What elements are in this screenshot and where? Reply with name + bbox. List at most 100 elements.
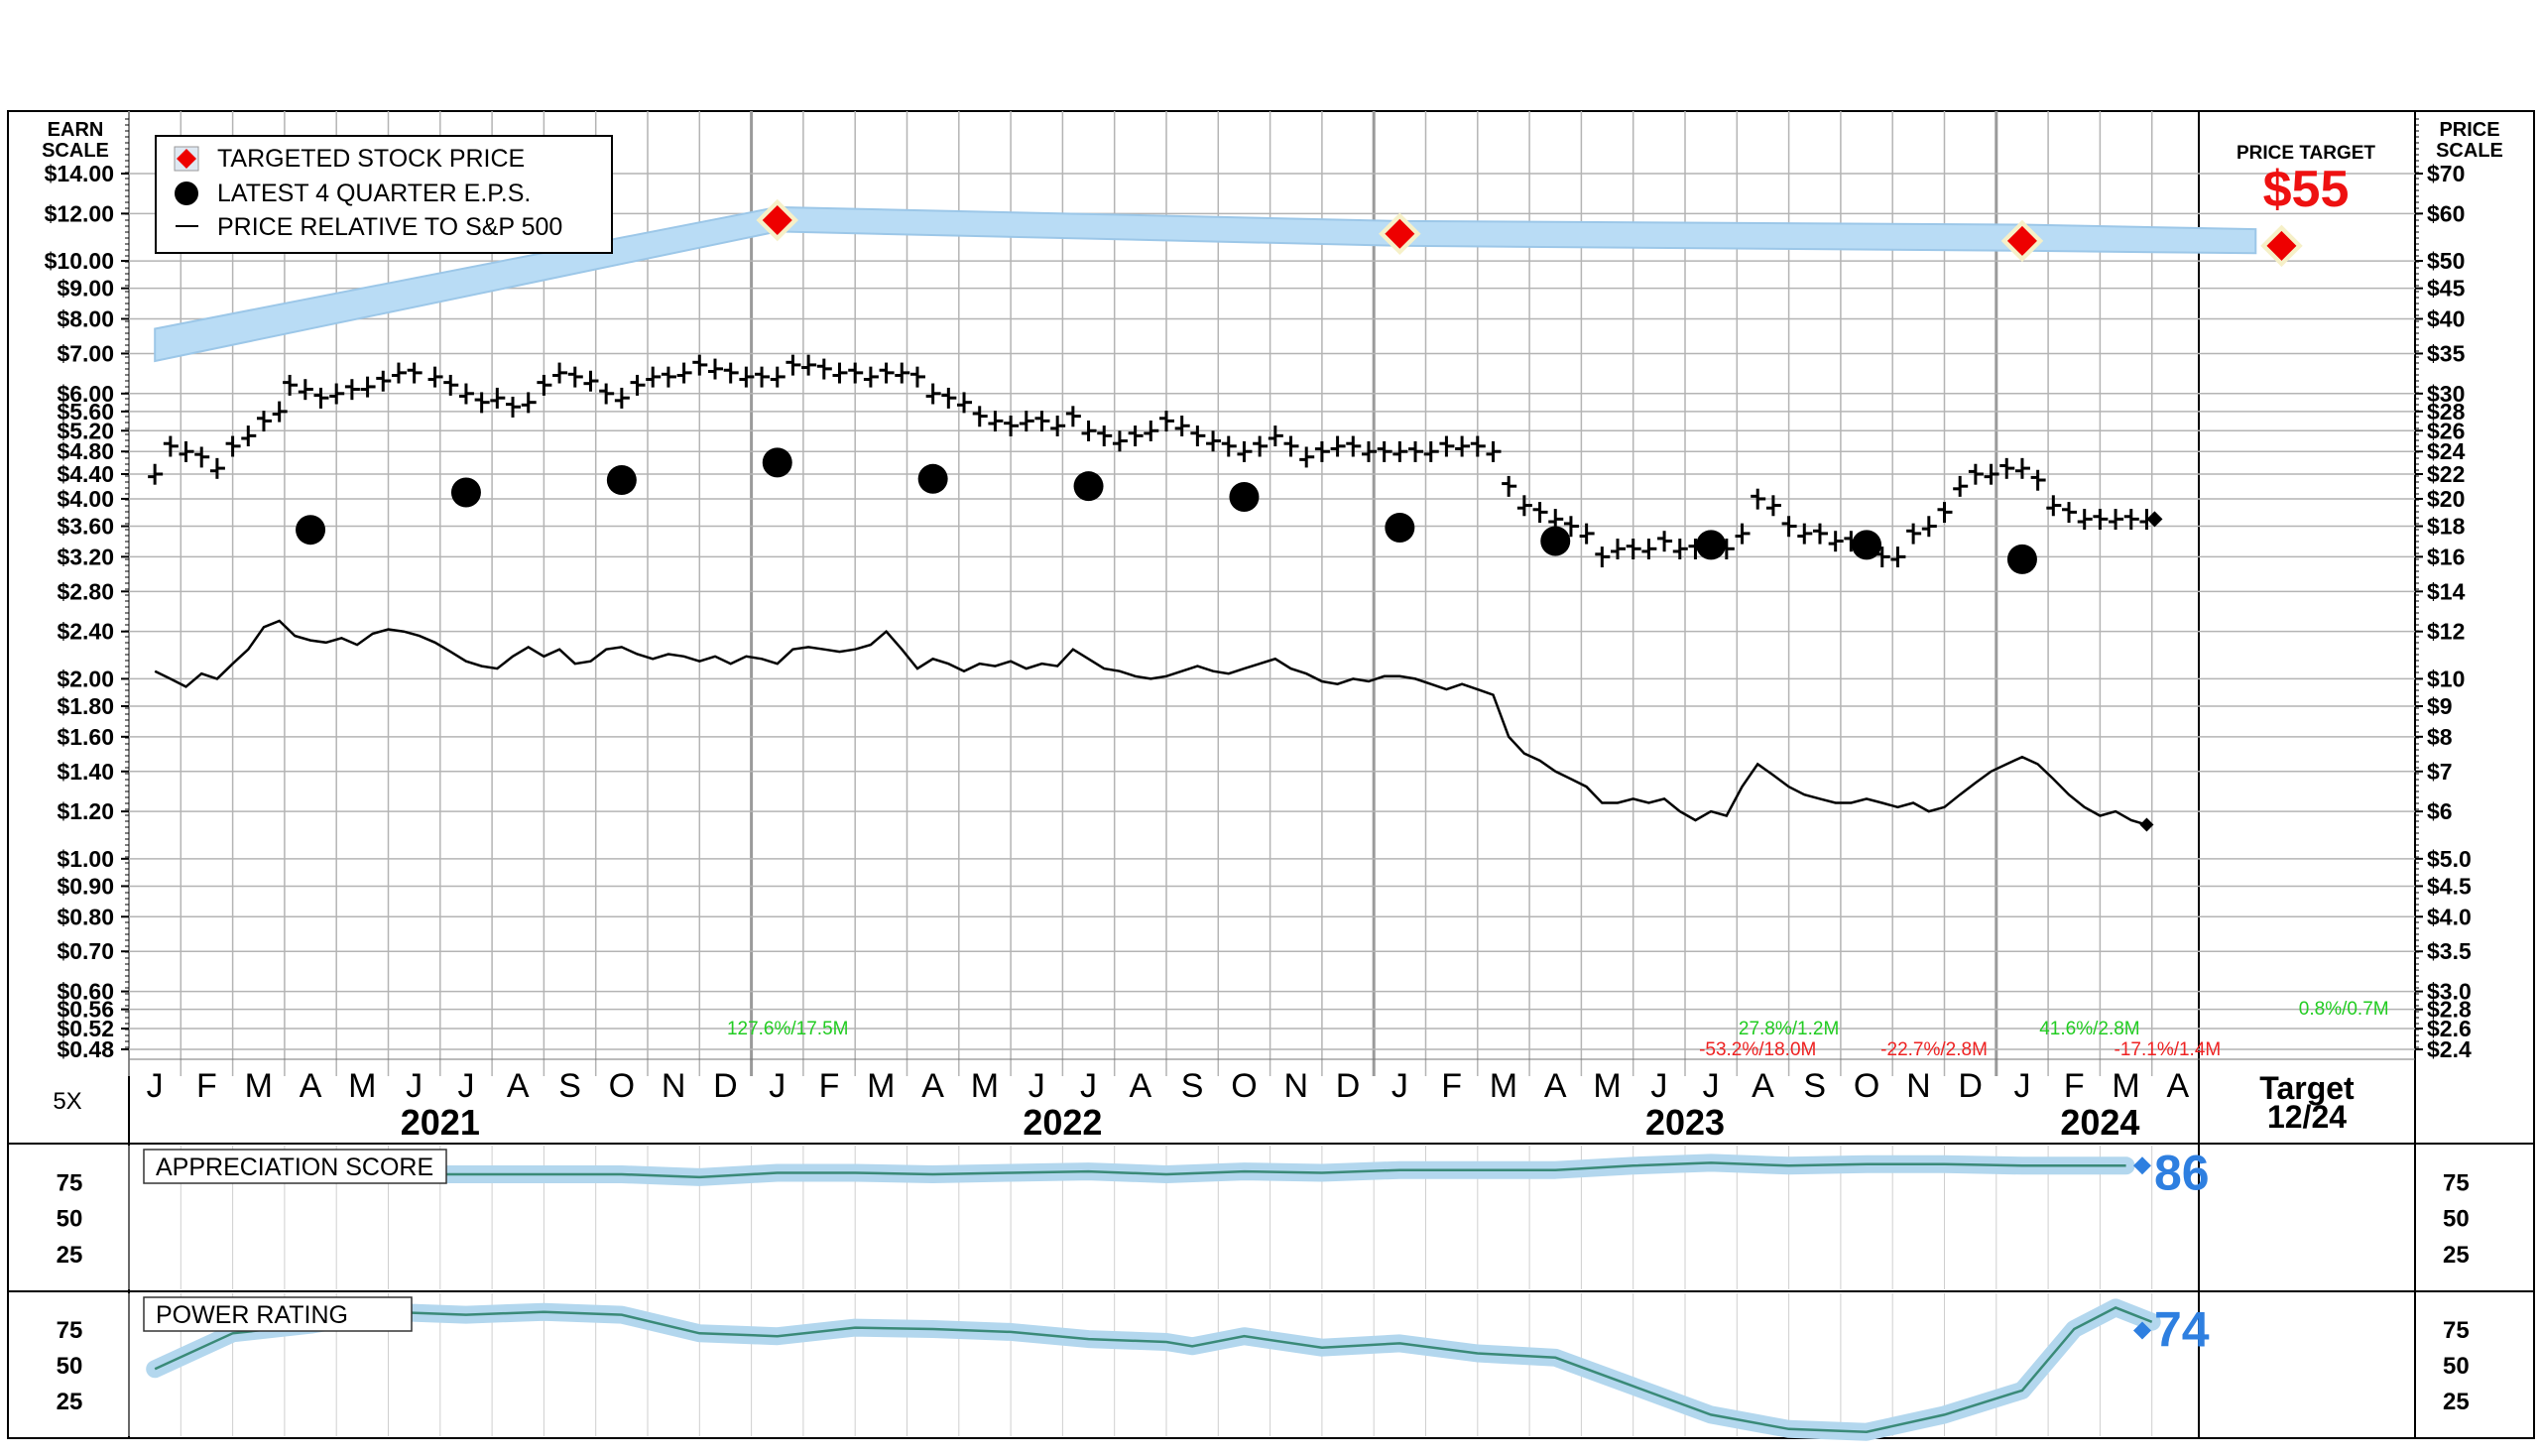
earn-tick-label: $0.48 [57,1036,114,1062]
relative-strength-line [154,619,2154,832]
year-label: 2021 [401,1102,480,1143]
earn-scale-title-2: SCALE [42,140,109,162]
month-label: J [1703,1067,1720,1105]
earn-tick-label: $8.00 [57,305,114,331]
price-tick-label: $40 [2427,305,2465,331]
price-bars [148,354,2163,568]
earn-tick-label: $2.80 [57,578,114,604]
earn-tick-label: $0.60 [57,979,114,1005]
price-tick-label: $16 [2427,544,2465,569]
price-tick-label: $3.5 [2427,938,2472,964]
year-label: 2023 [1645,1102,1725,1143]
earn-tick-label: $1.60 [57,724,114,750]
price-scale-title-1: PRICE [2439,119,2499,141]
month-label: A [1130,1067,1152,1105]
price-tick-label: $7 [2427,759,2453,785]
month-label: D [1336,1067,1361,1105]
price-tick-label: $22 [2427,461,2465,487]
month-label: M [2112,1067,2139,1105]
earn-tick-label: $9.00 [57,276,114,302]
month-label: D [713,1067,738,1105]
appreciation-title: APPRECIATION SCORE [156,1153,433,1181]
appreciation-title-box [143,1149,447,1184]
eps-dot [917,463,948,494]
power-current-marker [2133,1321,2151,1340]
month-label: O [1854,1067,1879,1105]
month-label: O [1231,1067,1257,1105]
price-tick-label: $3.0 [2427,979,2472,1005]
price-tick-label: $50 [2427,248,2465,274]
earn-tick-label: $4.00 [57,486,114,512]
target-marker [1385,218,1415,249]
eps-dot [1852,530,1882,560]
eps-dot [1073,471,1104,502]
power-tick-left: 50 [57,1353,83,1380]
month-label: F [1441,1067,1462,1105]
legend-eps-label: LATEST 4 QUARTER E.P.S. [217,180,531,207]
price-tick-label: $5.0 [2427,846,2472,872]
volume-annotation: 41.6%/2.8M [2039,1019,2139,1039]
eps-dot [296,515,326,546]
target-column-label: Target [2259,1070,2355,1106]
month-label: M [348,1067,376,1105]
power-title-box [143,1296,413,1332]
eps-dot [1385,512,1415,543]
earn-tick-label: $0.80 [57,904,114,929]
volume-annotation: -22.7%/2.8M [1880,1039,1988,1060]
price-tick-label: $18 [2427,514,2466,540]
appreciation-line [155,1161,2126,1179]
power-title: POWER RATING [156,1301,348,1329]
power-tick-right: 50 [2443,1353,2470,1380]
month-label: N [662,1067,686,1105]
outer-frame [7,110,2535,1439]
earn-tick-label: $1.00 [57,846,114,872]
month-label: M [971,1067,999,1105]
power-tick-right: 25 [2443,1389,2470,1415]
earn-tick-label: $0.52 [57,1016,114,1041]
price-tick-label: $12 [2427,619,2465,645]
relative-strength-end-marker [2139,817,2154,832]
price-tick-label: $26 [2427,418,2465,443]
month-label: F [2064,1067,2085,1105]
earn-tick-label: $5.20 [57,418,114,443]
earn-tick-label: $0.90 [57,873,114,899]
earn-tick-label: $5.60 [57,399,114,425]
month-label: D [1958,1067,1983,1105]
scale-note: 5X [53,1088,81,1115]
eps-dot [606,465,637,496]
eps-markers [296,447,2037,574]
appreciation-current-marker [2133,1156,2151,1175]
month-label: J [2013,1067,2030,1105]
target-marker [2266,230,2297,261]
appreciation-tick-right: 75 [2443,1169,2470,1196]
earn-tick-label: $2.40 [57,619,114,645]
target-marker [762,204,792,235]
month-label: O [609,1067,635,1105]
month-label: F [819,1067,840,1105]
eps-dot [1229,481,1260,512]
month-label: A [921,1067,944,1105]
earn-tick-label: $4.40 [57,461,114,487]
target-price-band [154,205,2257,363]
month-label: J [1650,1067,1667,1105]
eps-dot [762,447,792,478]
volume-annotation: 127.6%/17.5M [727,1019,849,1039]
price-target-label: PRICE TARGET [2237,143,2375,164]
month-label: M [1593,1067,1621,1105]
legend-target-label: TARGETED STOCK PRICE [217,145,525,173]
month-label: S [558,1067,581,1105]
earn-tick-label: $14.00 [45,161,114,186]
legend-eps-icon [175,182,198,205]
month-label: N [1283,1067,1308,1105]
month-label: A [2167,1067,2190,1105]
target-band-shape [154,205,2257,363]
month-label: M [245,1067,273,1105]
appreciation-tick-left: 50 [57,1206,83,1233]
price-tick-label: $45 [2427,276,2466,302]
legend: TARGETED STOCK PRICE LATEST 4 QUARTER E.… [155,135,613,254]
target-column-date: 12/24 [2267,1099,2347,1135]
eps-dot [1696,530,1727,560]
price-tick-label: $4.5 [2427,873,2472,899]
price-scale-title-2: SCALE [2436,140,2503,162]
